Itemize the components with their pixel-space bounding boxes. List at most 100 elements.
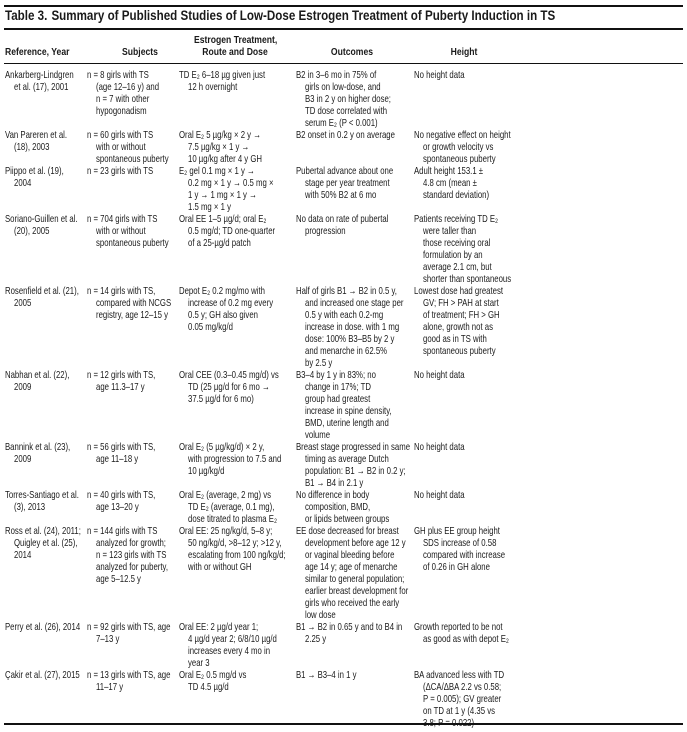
cell-line: n = 92 girls with TS, age [87, 621, 171, 633]
cell-line: Nabhan et al. (22), [5, 369, 70, 381]
cell-line: group had greatest [305, 393, 371, 405]
cell-treatment: Oral EE: 25 ng/kg/d, 5–8 y; 50 ng/kg/d, >… [179, 525, 296, 573]
cell-line: timing as average Dutch [305, 453, 389, 465]
cell-line: (20), 2005 [14, 225, 50, 237]
cell-line: Oral CEE (0.3–0.45 mg/d) vs [179, 369, 279, 381]
cell-line: Oral E₂ (5 µg/kg/d) × 2 y, [179, 441, 265, 453]
cell-line: Depot E₂ 0.2 mg/mo with [179, 285, 265, 297]
cell-line: Çakir et al. (27), 2015 [5, 669, 80, 681]
cell-line: dose: 100% B3–B5 by 2 y [305, 333, 395, 345]
cell-subjects: n = 144 girls with TS analyzed for growth… [87, 525, 179, 585]
table-body: Ankarberg-Lindgren et al. (17), 2001 n = 8… [0, 69, 687, 729]
cell-line: Bannink et al. (23), [5, 441, 71, 453]
table-title-text: Summary of Published Studies of Low-Dose… [51, 8, 556, 23]
cell-line: B1 → B2 in 0.65 y and to B4 in [296, 621, 403, 633]
cell-line: TD E₂ 6–18 µg given just [179, 69, 266, 81]
cell-outcomes: EE dose decreased for breast development … [296, 525, 414, 621]
table-title: Table 3. Summary of Published Studies of … [5, 8, 555, 23]
cell-line: change in 17%; TD [305, 381, 371, 393]
cell-line: or growth velocity vs [423, 141, 494, 153]
cell-line: No data on rate of pubertal [296, 213, 389, 225]
cell-line: increases every 4 mo in [188, 645, 271, 657]
cell-treatment: Oral EE 1–5 µg/d; oral E₂ 0.5 mg/d; TD on… [179, 213, 296, 249]
cell-line: 12 h overnight [188, 81, 238, 93]
cell-line: No height data [414, 489, 465, 501]
cell-line: 50 ng/kg/d, >8–12 y; >12 y, [188, 537, 282, 549]
cell-line: composition, BMD, [305, 501, 371, 513]
cell-line: population: B1 → B2 in 0.2 y; [305, 465, 406, 477]
cell-height: No height data [414, 369, 684, 381]
cell-outcomes: Breast stage progressed in same timing as… [296, 441, 414, 489]
cell-line: escalating from 100 ng/kg/d; [188, 549, 286, 561]
cell-reference: Ross et al. (24), 2011; Quigley et al. (2… [5, 525, 87, 561]
cell-treatment: Oral E₂ (5 µg/kg/d) × 2 y, with progressi… [179, 441, 296, 477]
cell-subjects: n = 92 girls with TS, age 7–13 y [87, 621, 179, 645]
cell-line: dose titrated to plasma E₂ [188, 513, 277, 525]
cell-outcomes: B1 → B3–4 in 1 y [296, 669, 414, 681]
cell-line: Oral EE 1–5 µg/d; oral E₂ [179, 213, 267, 225]
cell-line: 0.5 y; GH also given [188, 309, 258, 321]
cell-subjects: n = 14 girls with TS, compared with NCGS r… [87, 285, 179, 321]
cell-treatment: Depot E₂ 0.2 mg/mo with increase of 0.2 m… [179, 285, 296, 333]
cell-outcomes: Pubertal advance about one stage per year… [296, 165, 414, 201]
cell-line: Ross et al. (24), 2011; [5, 525, 81, 537]
header-outcomes: Outcomes [330, 46, 374, 58]
cell-line: age 5–12.5 y [96, 573, 141, 585]
cell-line: development before age 12 y [305, 537, 406, 549]
cell-line: n = 14 girls with TS, [87, 285, 156, 297]
cell-line: average 2.1 cm, but [423, 261, 492, 273]
cell-line: 10 µg/kg/d [188, 465, 225, 477]
cell-line: GH plus EE group height [414, 525, 500, 537]
cell-outcomes: B2 in 3–6 mo in 75% of girls on low-dose,… [296, 69, 414, 129]
cell-line: n = 12 girls with TS, [87, 369, 156, 381]
header-rule [4, 63, 683, 64]
cell-line: Breast stage progressed in same [296, 441, 411, 453]
cell-line: with 50% B2 at 6 mo [305, 189, 377, 201]
cell-line: 0.2 mg × 1 y → 0.5 mg × [188, 177, 274, 189]
cell-reference: Torres-Santiago et al. (3), 2013 [5, 489, 87, 513]
cell-line: spontaneous puberty [423, 345, 496, 357]
cell-line: compared with increase [423, 549, 506, 561]
cell-reference: Bannink et al. (23), 2009 [5, 441, 87, 465]
cell-line: Adult height 153.1 ± [414, 165, 484, 177]
cell-outcomes: B2 onset in 0.2 y on average [296, 129, 414, 141]
cell-line: Perry et al. (26), 2014 [5, 621, 81, 633]
cell-line: 2.25 y [305, 633, 327, 645]
cell-treatment: E₂ gel 0.1 mg × 1 y → 0.2 mg × 1 y → 0.5 … [179, 165, 296, 213]
table-row: Bannink et al. (23), 2009 n = 56 girls wit… [0, 441, 687, 489]
cell-reference: Soriano-Guillen et al. (20), 2005 [5, 213, 87, 237]
table-label: Table 3. [5, 8, 48, 23]
cell-line: age 13–20 y [96, 501, 139, 513]
cell-line: BA advanced less with TD [414, 669, 505, 681]
cell-line: No height data [414, 69, 465, 81]
cell-line: Piippo et al. (19), [5, 165, 64, 177]
header-subjects: Subjects [122, 46, 158, 58]
cell-line: SDS increase of 0.58 [423, 537, 497, 549]
cell-line: n = 40 girls with TS, [87, 489, 156, 501]
cell-line: 2005 [14, 297, 32, 309]
cell-height: No height data [414, 441, 684, 453]
cell-line: EE dose decreased for breast [296, 525, 399, 537]
table-row: Ross et al. (24), 2011; Quigley et al. (2… [0, 525, 687, 621]
cell-line: increase of 0.2 mg every [188, 297, 274, 309]
cell-line: Oral E₂ 5 µg/kg × 2 y → [179, 129, 261, 141]
cell-line: No difference in body [296, 489, 370, 501]
cell-line: TD 4.5 µg/d [188, 681, 229, 693]
cell-line: Oral E₂ 0.5 mg/d vs [179, 669, 247, 681]
cell-line: B1 → B4 in 2.1 y [305, 477, 364, 489]
cell-height: Adult height 153.1 ±4.8 cm (mean ± standa… [414, 165, 684, 201]
cell-outcomes: No difference in body composition, BMD, or… [296, 489, 414, 525]
cell-subjects: n = 60 girls with TS with or without spont… [87, 129, 179, 165]
cell-treatment: Oral E₂ 0.5 mg/d vs TD 4.5 µg/d [179, 669, 296, 693]
cell-line: E₂ gel 0.1 mg × 1 y → [179, 165, 255, 177]
cell-line: n = 123 girls with TS [96, 549, 167, 561]
cell-line: increase in spine density, [305, 405, 392, 417]
cell-height: No height data [414, 69, 684, 81]
cell-line: 2009 [14, 381, 32, 393]
cell-line: B2 onset in 0.2 y on average [296, 129, 395, 141]
cell-subjects: n = 23 girls with TS [87, 165, 179, 177]
title-rule [4, 28, 683, 30]
cell-line: low dose [305, 609, 336, 621]
cell-line: girls on low-dose, and [305, 81, 381, 93]
cell-line: Rosenfield et al. (21), [5, 285, 79, 297]
